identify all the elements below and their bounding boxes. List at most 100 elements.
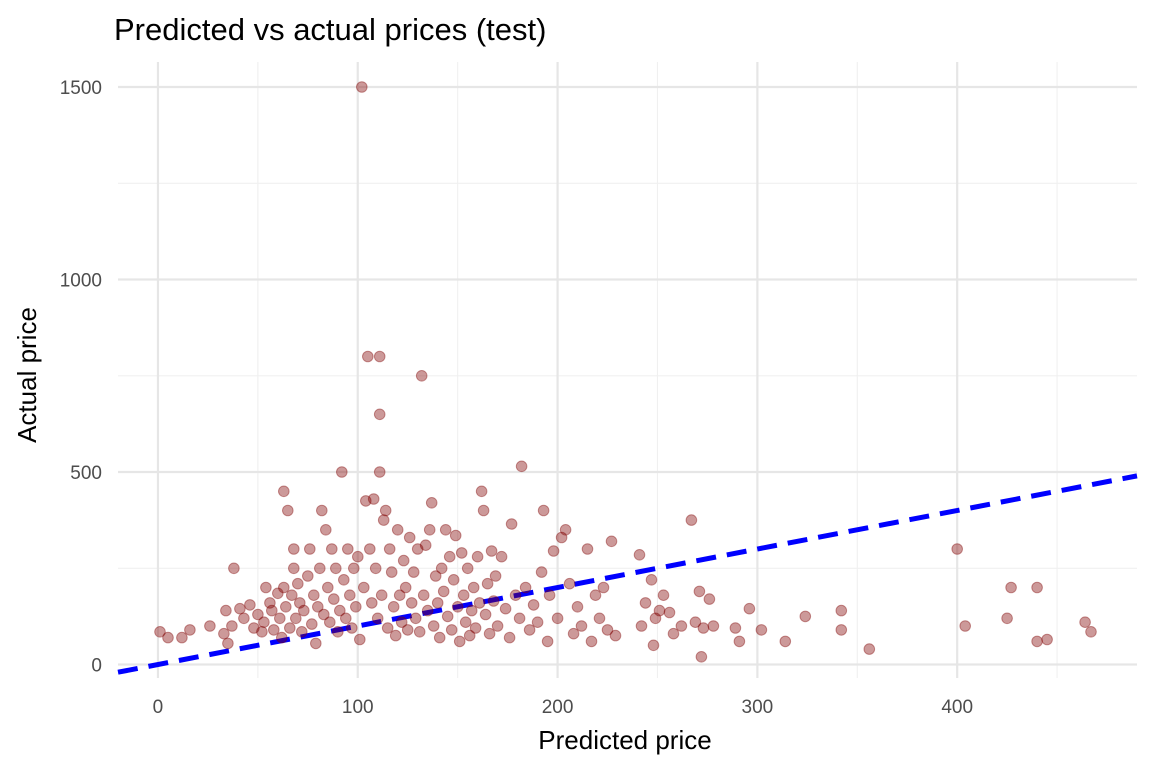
- reference-line: [117, 473, 1138, 675]
- data-point: [729, 622, 742, 634]
- data-point: [487, 595, 500, 607]
- data-point: [693, 585, 706, 598]
- data-point: [703, 593, 716, 605]
- data-point: [597, 581, 610, 594]
- data-point: [176, 631, 188, 644]
- data-point: [443, 550, 456, 563]
- data-point: [695, 651, 708, 663]
- data-point: [316, 504, 328, 517]
- data-point: [531, 616, 544, 629]
- data-point: [863, 643, 876, 655]
- data-point: [439, 524, 452, 536]
- data-point: [274, 612, 286, 625]
- data-point: [779, 635, 792, 648]
- data-point: [799, 610, 812, 623]
- data-point: [373, 408, 386, 421]
- x-tick-label: 200: [542, 697, 574, 718]
- data-point: [951, 543, 964, 555]
- data-point: [489, 570, 502, 582]
- data-point: [461, 562, 474, 575]
- y-axis-ticks: 0 500 1000 1500: [60, 78, 102, 677]
- data-point: [469, 622, 482, 634]
- data-point: [204, 620, 216, 632]
- data-point: [639, 597, 652, 609]
- data-point: [435, 562, 448, 575]
- data-point: [162, 631, 174, 644]
- data-point: [298, 604, 310, 617]
- y-tick-label: 500: [70, 463, 102, 484]
- data-point: [601, 624, 614, 636]
- data-point: [417, 589, 430, 602]
- data-point: [649, 612, 662, 625]
- data-point: [663, 606, 676, 619]
- data-point: [555, 531, 568, 544]
- data-point: [429, 570, 442, 582]
- data-point: [375, 589, 388, 602]
- data-point: [635, 620, 648, 632]
- data-point: [258, 616, 270, 629]
- data-point: [675, 620, 688, 632]
- data-point: [405, 597, 418, 609]
- data-point: [326, 543, 338, 555]
- data-point: [457, 589, 470, 602]
- x-tick-label: 0: [153, 697, 164, 718]
- data-point: [513, 612, 526, 625]
- data-point: [415, 370, 428, 382]
- y-axis-title: Actual price: [12, 307, 42, 443]
- data-point: [220, 604, 232, 617]
- data-point: [409, 612, 422, 625]
- data-point: [593, 612, 606, 625]
- data-point: [419, 539, 432, 552]
- data-point: [248, 622, 260, 634]
- data-point: [653, 604, 666, 617]
- data-point: [308, 589, 320, 602]
- data-point: [367, 493, 380, 505]
- data-point: [256, 626, 268, 638]
- data-point: [294, 597, 306, 609]
- data-point: [350, 601, 362, 613]
- data-point: [371, 612, 384, 625]
- data-point: [379, 504, 392, 517]
- data-point: [425, 497, 438, 509]
- data-point: [575, 620, 588, 632]
- data-point: [421, 604, 434, 617]
- data-point: [509, 589, 522, 602]
- data-point: [276, 631, 288, 644]
- data-point: [358, 581, 370, 594]
- data-point: [445, 624, 458, 636]
- data-point: [1001, 612, 1013, 625]
- data-point: [373, 350, 386, 363]
- data-point: [551, 612, 564, 625]
- data-point: [234, 602, 246, 615]
- data-point: [1005, 581, 1017, 594]
- data-point: [495, 550, 508, 563]
- data-point: [581, 543, 594, 555]
- data-point: [1031, 581, 1043, 594]
- data-point: [389, 629, 402, 642]
- data-point: [330, 562, 342, 575]
- data-point: [697, 622, 710, 634]
- data-point: [733, 635, 746, 648]
- data-point: [369, 562, 382, 575]
- data-point: [633, 549, 646, 561]
- data-point: [228, 562, 240, 575]
- data-point: [537, 504, 550, 517]
- data-point: [463, 629, 476, 642]
- data-point: [334, 604, 346, 617]
- data-point: [290, 612, 302, 625]
- data-point: [336, 466, 348, 478]
- x-tick-label: 100: [342, 697, 374, 718]
- data-point: [344, 589, 356, 602]
- data-point: [427, 620, 440, 632]
- data-point: [310, 637, 322, 650]
- data-point: [411, 543, 424, 555]
- data-point: [356, 81, 368, 93]
- data-point: [563, 577, 576, 590]
- data-point: [465, 604, 478, 617]
- x-axis-title: Predicted price: [538, 725, 711, 755]
- data-point: [403, 531, 416, 544]
- data-point: [296, 626, 308, 638]
- data-point: [306, 618, 318, 630]
- data-point: [352, 550, 364, 563]
